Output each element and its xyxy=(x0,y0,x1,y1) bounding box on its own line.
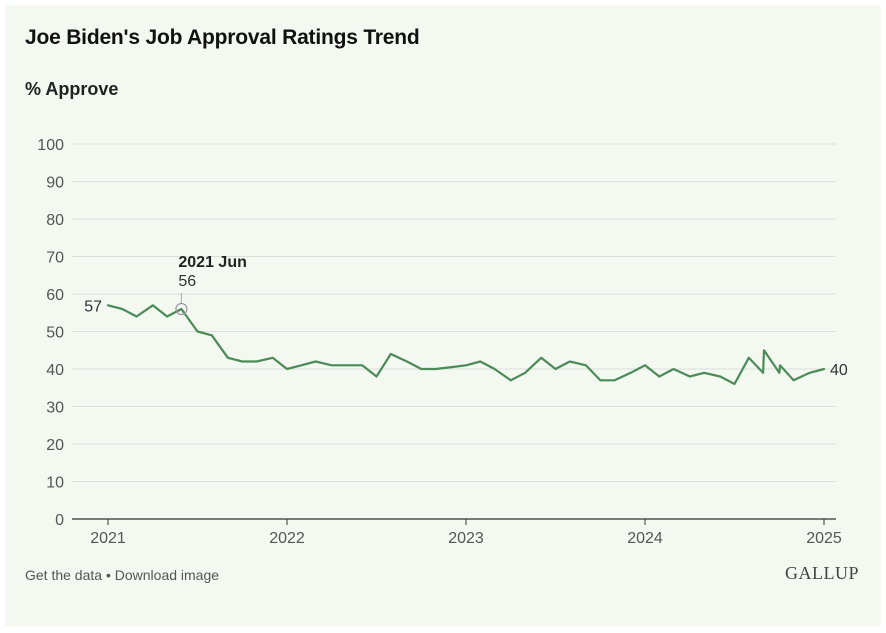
annotation-marker xyxy=(175,302,188,316)
annotation-date-label: 2021 Jun xyxy=(178,254,246,271)
footer-separator: • xyxy=(102,567,115,583)
start-value-label: 57 xyxy=(84,298,102,315)
y-tick-label-80: 80 xyxy=(46,212,64,229)
y-tick-label-60: 60 xyxy=(46,287,64,304)
download-image-link[interactable]: Download image xyxy=(114,567,220,583)
x-tick-label-2023: 2023 xyxy=(448,530,484,547)
x-axis-ticks: 2021 2022 2023 2024 2025 xyxy=(90,519,842,547)
x-tick-label-2022: 2022 xyxy=(269,530,305,547)
x-tick-label-2021: 2021 xyxy=(90,530,126,547)
y-tick-label-100: 100 xyxy=(37,137,64,154)
end-value-label: 40 xyxy=(830,362,848,379)
y-tick-label-20: 20 xyxy=(46,437,64,454)
y-tick-label-30: 30 xyxy=(46,400,64,417)
y-tick-label-0: 0 xyxy=(55,512,64,529)
chart-title: Joe Biden's Job Approval Ratings Trend xyxy=(25,26,420,49)
chart-card xyxy=(5,5,881,626)
y-tick-label-40: 40 xyxy=(46,362,64,379)
chart-subtitle: % Approve xyxy=(25,79,119,99)
annotations: 2021 Jun 56 xyxy=(175,254,247,316)
series-line-approval[interactable] xyxy=(106,304,826,386)
gallup-logo: GALLUP xyxy=(785,563,859,583)
x-tick-label-2025: 2025 xyxy=(806,530,842,547)
y-tick-label-10: 10 xyxy=(46,475,64,492)
y-axis-ticks: 0 10 20 30 40 50 60 70 80 90 100 xyxy=(37,137,64,529)
y-tick-label-90: 90 xyxy=(46,175,64,192)
footer-links: Get the data • Download image xyxy=(25,567,219,583)
gridlines xyxy=(72,143,836,482)
y-tick-label-50: 50 xyxy=(46,325,64,342)
x-tick-label-2024: 2024 xyxy=(627,530,663,547)
get-data-link[interactable]: Get the data xyxy=(25,567,103,583)
annotation-value-label: 56 xyxy=(178,273,196,290)
y-tick-label-70: 70 xyxy=(46,250,64,267)
